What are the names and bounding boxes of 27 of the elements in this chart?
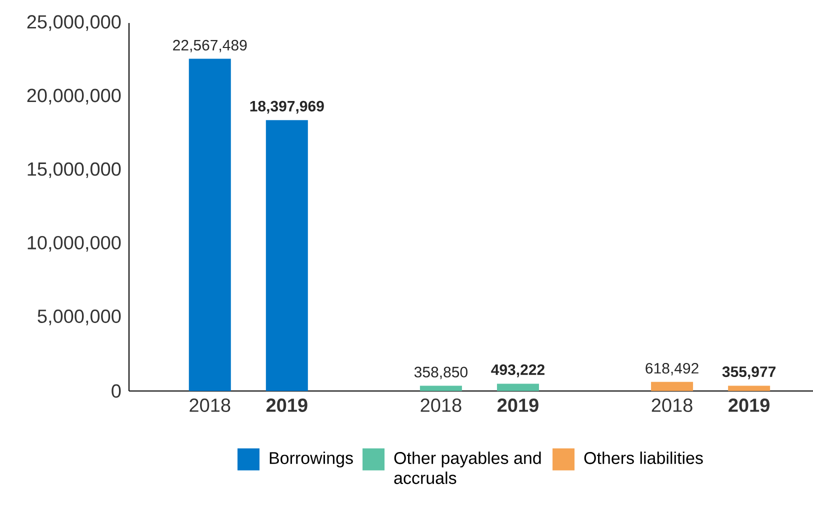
y-tick-label: 15,000,000 [28, 162, 121, 178]
data-label: 18,397,969 [250, 100, 324, 114]
data-label: 618,492 [646, 362, 698, 376]
y-tick-label: 20,000,000 [27, 88, 121, 104]
bar [420, 386, 462, 391]
x-tick-label: 2019 [266, 398, 308, 412]
data-label: 22,567,489 [173, 40, 247, 52]
x-tick-label: 2018 [190, 398, 230, 412]
bar [728, 386, 770, 391]
x-tick-label: 2019 [498, 398, 538, 412]
bar [496, 384, 539, 391]
legend-label: Other payables and accruals [394, 452, 541, 484]
y-tick-label: 5,000,000 [38, 310, 121, 326]
data-label: 355,977 [722, 366, 776, 380]
x-tick-label: 2019 [728, 398, 770, 412]
x-tick-label: 2018 [420, 398, 462, 412]
data-label: 493,222 [491, 364, 544, 378]
y-tick-label: 0 [112, 384, 121, 398]
y-tick-label: 25,000,000 [27, 15, 121, 31]
data-label: 358,850 [414, 366, 468, 380]
bar [266, 120, 308, 391]
y-tick-label: 10,000,000 [28, 236, 121, 252]
legend-label: Borrowings [270, 452, 353, 468]
bar [651, 382, 694, 391]
x-tick-label: 2018 [652, 398, 692, 412]
bar [188, 58, 231, 391]
legend-label: Others liabilities [584, 452, 703, 464]
